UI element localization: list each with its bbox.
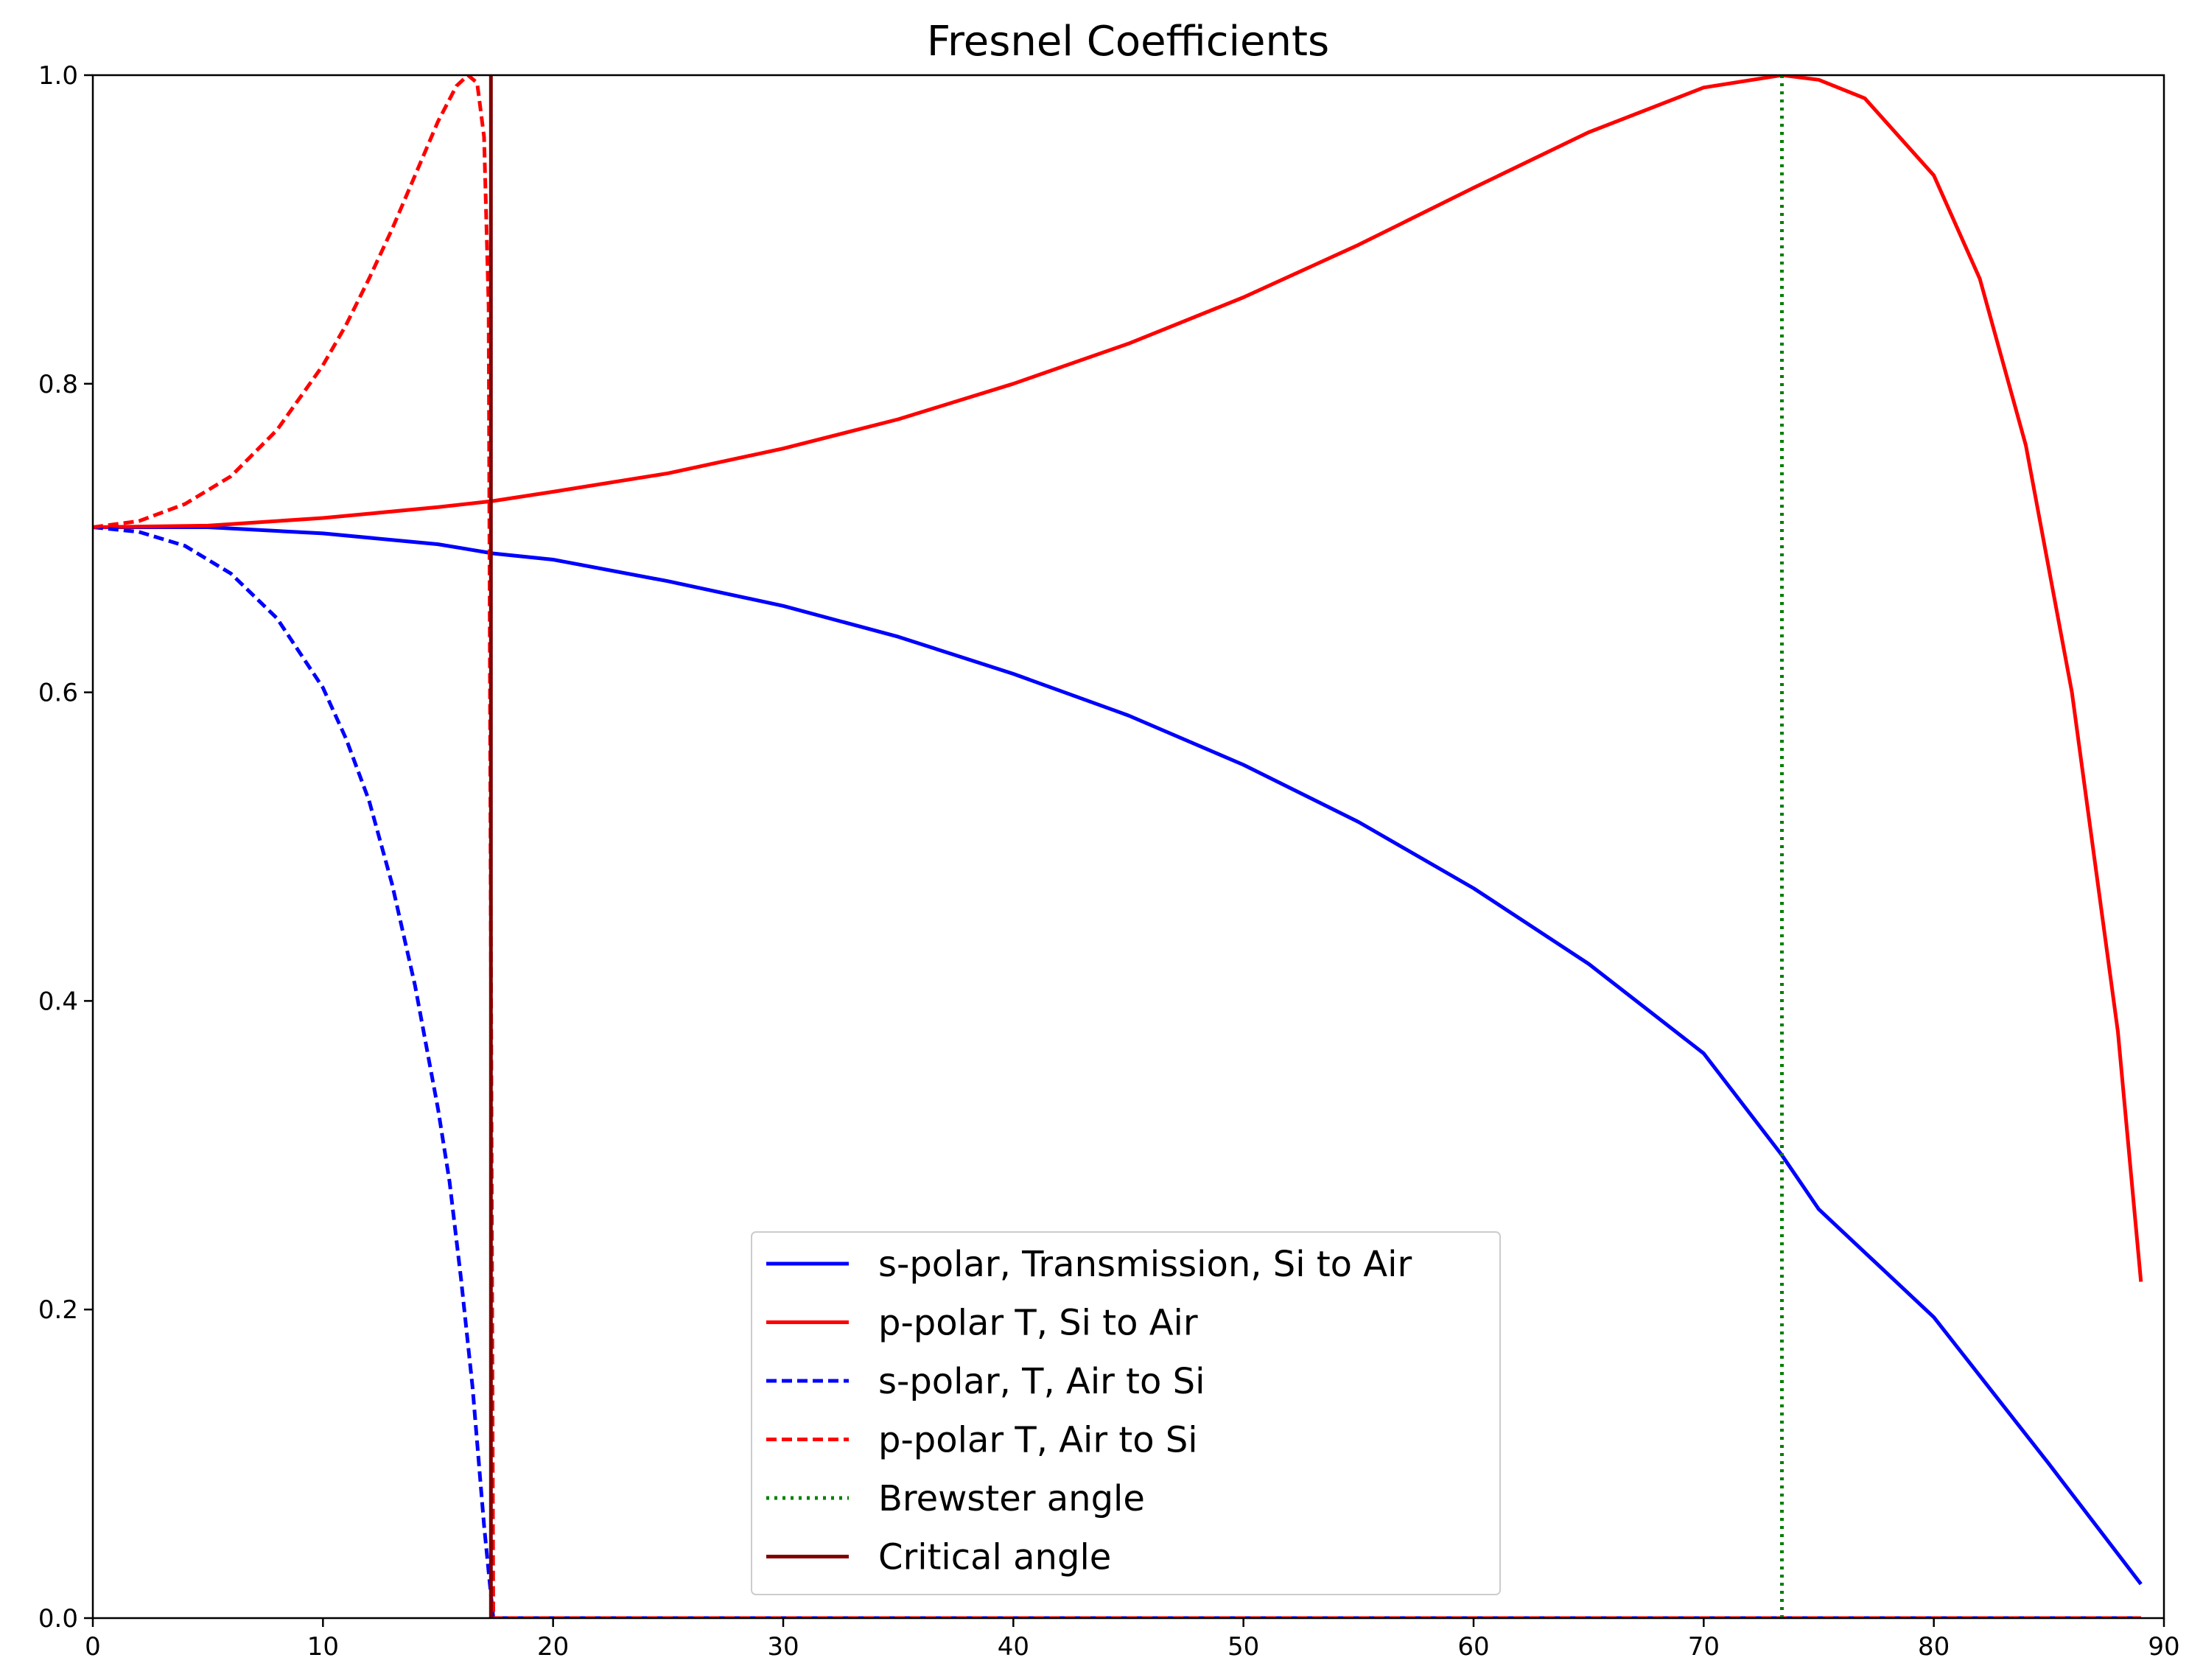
x-tick-label-0: 0: [85, 1632, 101, 1662]
series-line-2: [93, 75, 2143, 1282]
axes: 0 10 20 30 40 50 60 70 80 90 0.0 0.2 0.4 0.6 0.8 1.0: [38, 61, 2180, 1662]
y-tick-label-0.0: 0.0: [38, 1604, 78, 1634]
x-tick-label-10: 10: [307, 1632, 339, 1662]
plot-frame: [91, 74, 2165, 1620]
x-tick-label-60: 60: [1457, 1632, 1489, 1662]
legend-label-5: Brewster angle: [878, 1478, 1145, 1519]
plot-area: [93, 75, 2143, 1618]
y-tick-label-0.2: 0.2: [38, 1295, 78, 1325]
legend-box: [751, 1231, 1501, 1595]
legend-label-4: p-polar T, Air to Si: [878, 1420, 1198, 1461]
x-tick-label-20: 20: [537, 1632, 569, 1662]
y-tick-label-1.0: 1.0: [38, 61, 78, 91]
y-tick-label-0.6: 0.6: [38, 679, 78, 708]
y-tick-label-0.8: 0.8: [38, 370, 78, 399]
series-line-3: [93, 525, 2141, 1618]
legend: s-polar, Transmission, Si to Air p-polar …: [751, 1231, 1501, 1595]
legend-label-1: s-polar, Transmission, Si to Air: [878, 1244, 1412, 1285]
legend-label-3: s-polar, T, Air to Si: [878, 1361, 1205, 1402]
x-tick-label-80: 80: [1918, 1632, 1950, 1662]
legend-label-2: p-polar T, Si to Air: [878, 1303, 1198, 1344]
y-tick-label-0.4: 0.4: [38, 987, 78, 1016]
x-tick-label-50: 50: [1227, 1632, 1259, 1662]
series-lines: [93, 75, 2143, 1618]
x-tick-label-90: 90: [2148, 1632, 2179, 1662]
x-tick-label-70: 70: [1688, 1632, 1720, 1662]
x-tick-label-30: 30: [767, 1632, 799, 1662]
x-tick-label-40: 40: [998, 1632, 1029, 1662]
chart-title: Fresnel Coefficients: [927, 18, 1329, 66]
legend-label-6: Critical angle: [878, 1537, 1111, 1578]
series-line-4: [93, 75, 2141, 1618]
series-line-1: [93, 525, 2143, 1586]
